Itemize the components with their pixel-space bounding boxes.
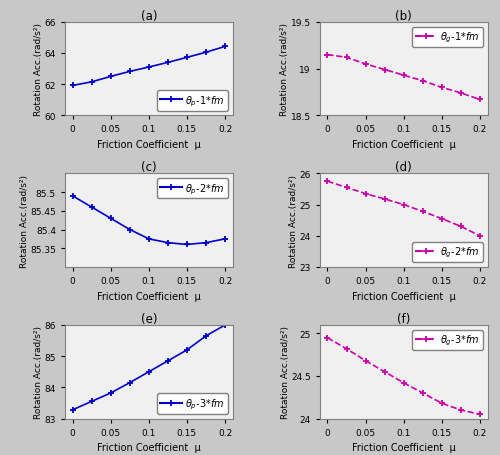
Title: (d): (d) [396, 161, 412, 174]
Legend: $\theta_p$-1*$fm$: $\theta_p$-1*$fm$ [157, 91, 228, 111]
Legend: $\theta_p$-2*$fm$: $\theta_p$-2*$fm$ [157, 179, 228, 199]
X-axis label: Friction Coefficient  μ: Friction Coefficient μ [352, 291, 456, 301]
Y-axis label: Rotation Acc.(rad/s²): Rotation Acc.(rad/s²) [34, 23, 43, 116]
Y-axis label: Rotation Acc.(rad/s²): Rotation Acc.(rad/s²) [289, 174, 298, 267]
X-axis label: Friction Coefficient  μ: Friction Coefficient μ [97, 442, 200, 452]
X-axis label: Friction Coefficient  μ: Friction Coefficient μ [352, 442, 456, 452]
Legend: $\theta_p$-3*$fm$: $\theta_p$-3*$fm$ [157, 394, 228, 414]
Title: (c): (c) [141, 161, 156, 174]
Title: (f): (f) [397, 312, 410, 325]
X-axis label: Friction Coefficient  μ: Friction Coefficient μ [97, 140, 200, 150]
Title: (b): (b) [396, 10, 412, 23]
Title: (a): (a) [140, 10, 157, 23]
Legend: $\theta_g$-1*$fm$: $\theta_g$-1*$fm$ [412, 28, 482, 48]
Y-axis label: Rotation Acc.(rad/s²): Rotation Acc.(rad/s²) [20, 174, 28, 267]
Legend: $\theta_g$-3*$fm$: $\theta_g$-3*$fm$ [412, 330, 482, 350]
Title: (e): (e) [140, 312, 157, 325]
Y-axis label: Rotation Acc.(rad/s²): Rotation Acc.(rad/s²) [280, 23, 289, 116]
X-axis label: Friction Coefficient  μ: Friction Coefficient μ [97, 291, 200, 301]
X-axis label: Friction Coefficient  μ: Friction Coefficient μ [352, 140, 456, 150]
Y-axis label: Rotation Acc.(rad/s²): Rotation Acc.(rad/s²) [280, 325, 289, 418]
Y-axis label: Rotation Acc.(rad/s²): Rotation Acc.(rad/s²) [34, 325, 43, 418]
Legend: $\theta_g$-2*$fm$: $\theta_g$-2*$fm$ [412, 243, 482, 263]
